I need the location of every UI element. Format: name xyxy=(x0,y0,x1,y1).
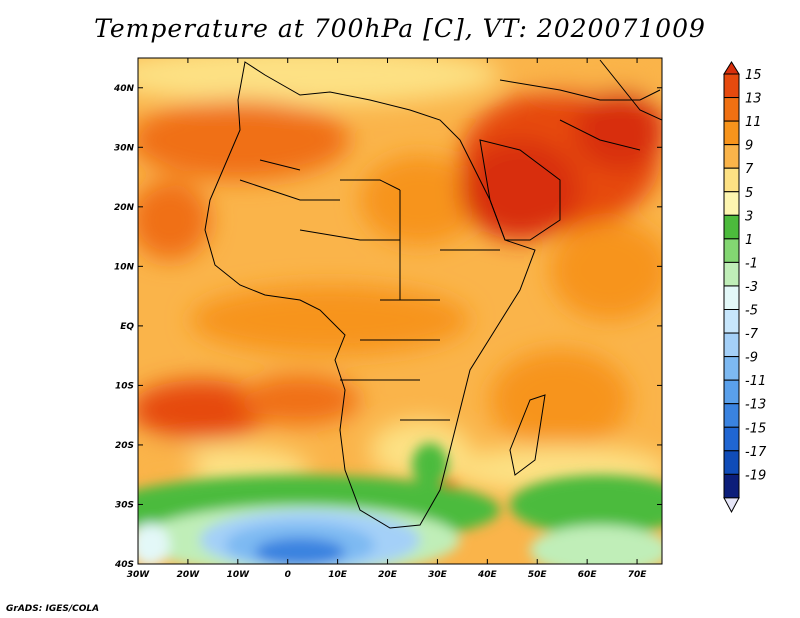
lon-label: 50E xyxy=(528,570,548,580)
colorbar-label: -3 xyxy=(745,280,758,295)
lat-label: 30S xyxy=(115,500,134,510)
colorbar-swatch xyxy=(723,285,740,311)
colorbar-bottom-arrow xyxy=(723,497,740,513)
coastlines-and-borders xyxy=(204,59,662,529)
colorbar-swatch xyxy=(723,238,740,263)
colorbar-label: -19 xyxy=(745,468,766,483)
colorbar-label: 15 xyxy=(745,68,762,83)
lon-tick-marks xyxy=(137,58,638,564)
colorbar-swatch xyxy=(723,403,740,428)
colorbar-swatch xyxy=(723,379,740,405)
lon-label: 0 xyxy=(285,570,291,580)
lon-label: 20E xyxy=(378,570,398,580)
plot-frame xyxy=(137,57,663,565)
colorbar-label: 5 xyxy=(745,186,753,201)
colorbar-label: -17 xyxy=(745,445,767,460)
colorbar-swatch xyxy=(723,214,740,240)
colorbar-label: -13 xyxy=(745,398,766,413)
colorbar-label: -5 xyxy=(745,304,758,319)
lon-label: 60E xyxy=(578,570,598,580)
lat-label: 10N xyxy=(114,262,135,272)
colorbar-label: 1 xyxy=(745,233,753,248)
lat-label: EQ xyxy=(120,322,134,332)
colorbar-top-arrow xyxy=(723,61,740,75)
lat-label: 30N xyxy=(114,143,135,153)
colorbar-swatch xyxy=(723,473,740,499)
colorbar-label: -1 xyxy=(745,256,758,271)
colorbar-label: 7 xyxy=(745,162,754,177)
colorbar-swatch xyxy=(723,97,740,122)
lon-axis-labels: 30W 20W 10W 0 10E 20E 30E 40E 50E 60E 70E xyxy=(127,570,647,580)
lat-label: 10S xyxy=(115,381,134,391)
colorbar-label: -9 xyxy=(745,351,758,366)
map-title: Temperature at 700hPa [C], VT: 202007100… xyxy=(94,14,706,43)
lon-label: 10E xyxy=(328,570,348,580)
lon-label: 40E xyxy=(477,570,498,580)
colorbar-swatch xyxy=(723,450,740,475)
lon-label: 30E xyxy=(428,570,448,580)
lat-label: 20S xyxy=(115,441,134,451)
lon-label: 10W xyxy=(227,570,251,580)
colorbar-label: 13 xyxy=(745,92,762,107)
colorbar-swatch xyxy=(723,356,740,381)
temperature-field xyxy=(138,58,662,564)
lat-label: 40S xyxy=(114,560,134,570)
colorbar-swatch xyxy=(723,332,740,358)
colorbar-label: 9 xyxy=(745,139,753,154)
colorbar-swatch xyxy=(723,261,740,287)
colorbar-label: -11 xyxy=(745,374,766,389)
colorbar-swatch xyxy=(723,144,740,169)
colorbar-swatch xyxy=(723,167,740,193)
colorbar-label: 3 xyxy=(745,209,753,224)
colorbar-swatch xyxy=(723,426,740,452)
lat-axis-labels: 40N 30N 20N 10N EQ 10S 20S 30S 40S xyxy=(113,84,135,570)
colorbar-swatch xyxy=(723,73,740,99)
lat-tick-marks xyxy=(138,87,662,565)
colorbar-swatch xyxy=(723,120,740,146)
colorbar xyxy=(723,61,740,513)
lat-label: 40N xyxy=(113,84,135,94)
lon-label: 20W xyxy=(177,570,201,580)
lat-label: 20N xyxy=(114,203,135,213)
lon-label: 70E xyxy=(628,570,648,580)
colorbar-label: -15 xyxy=(745,421,766,436)
colorbar-label: 11 xyxy=(745,115,762,130)
colorbar-labels: 15 13 11 9 7 5 3 1 -1 -3 -5 -7 -9 -11 -13 -15 -17 -19 xyxy=(745,68,767,483)
lon-label: 30W xyxy=(127,570,151,580)
colorbar-swatch xyxy=(723,309,740,334)
credit-footer: GrADS: IGES/COLA xyxy=(6,604,100,614)
colorbar-swatch xyxy=(723,191,740,216)
colorbar-label: -7 xyxy=(745,327,759,342)
